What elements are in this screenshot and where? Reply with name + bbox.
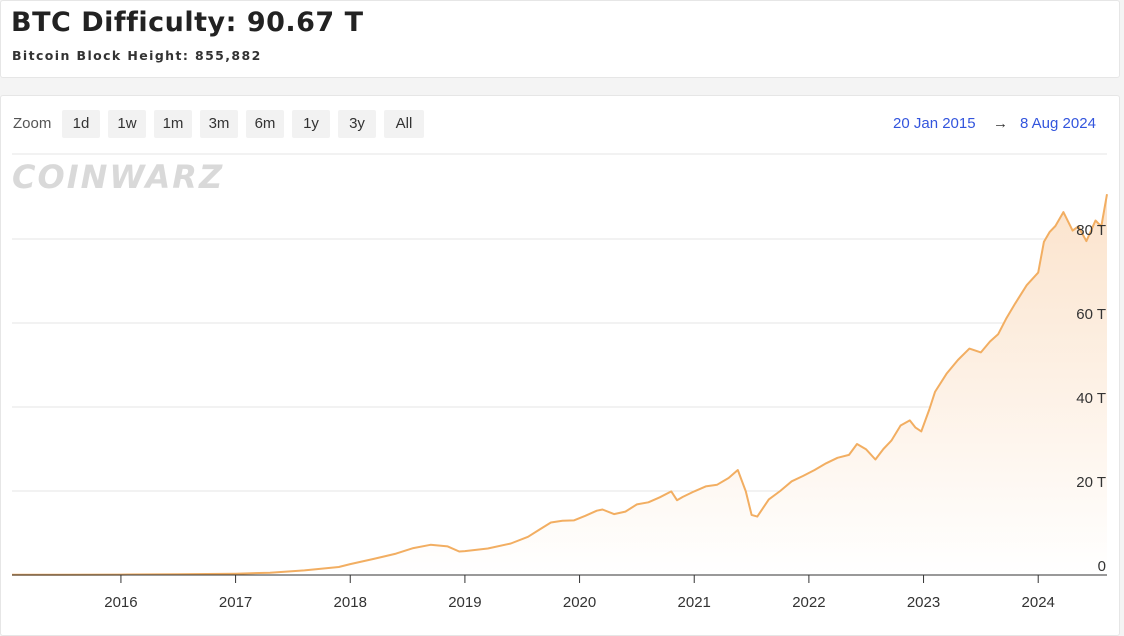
- x-tick-label: 2019: [448, 594, 481, 611]
- zoom-1d-button[interactable]: 1d: [62, 110, 100, 138]
- coinwarz-watermark-logo: COINWARZ: [12, 158, 225, 196]
- range-to-link[interactable]: 8 Aug 2024: [1020, 115, 1096, 132]
- x-tick-label: 2017: [219, 594, 252, 611]
- y-tick-label: 20 T: [1076, 474, 1106, 491]
- x-tick-label: 2018: [334, 594, 367, 611]
- x-tick-label: 2021: [678, 594, 711, 611]
- y-tick-label: 60 T: [1076, 306, 1106, 323]
- range-from-link[interactable]: 20 Jan 2015: [893, 115, 976, 132]
- x-tick-label: 2016: [104, 594, 137, 611]
- zoom-1m-button[interactable]: 1m: [154, 110, 192, 138]
- x-tick-label: 2024: [1022, 594, 1055, 611]
- range-arrow: →: [993, 115, 1008, 132]
- header-card: BTC Difficulty: 90.67 T Bitcoin Block He…: [0, 0, 1120, 78]
- zoom-label: Zoom: [13, 115, 52, 132]
- x-tick-label: 2020: [563, 594, 596, 611]
- zoom-1w-button[interactable]: 1w: [108, 110, 146, 138]
- zoom-6m-button[interactable]: 6m: [246, 110, 284, 138]
- y-tick-label: 80 T: [1076, 222, 1106, 239]
- zoom-all-button[interactable]: All: [384, 110, 424, 138]
- y-tick-label: 40 T: [1076, 390, 1106, 407]
- difficulty-series-line: [11, 194, 1108, 576]
- block-height-subtitle: Bitcoin Block Height: 855,882: [12, 48, 262, 63]
- page-title: BTC Difficulty: 90.67 T: [11, 7, 364, 38]
- zoom-3m-button[interactable]: 3m: [200, 110, 238, 138]
- x-tick-label: 2023: [907, 594, 940, 611]
- x-tick-label: 2022: [792, 594, 825, 611]
- zoom-1y-button[interactable]: 1y: [292, 110, 330, 138]
- zoom-3y-button[interactable]: 3y: [338, 110, 376, 138]
- y-tick-label: 0: [1098, 558, 1106, 575]
- difficulty-area: [12, 194, 1107, 575]
